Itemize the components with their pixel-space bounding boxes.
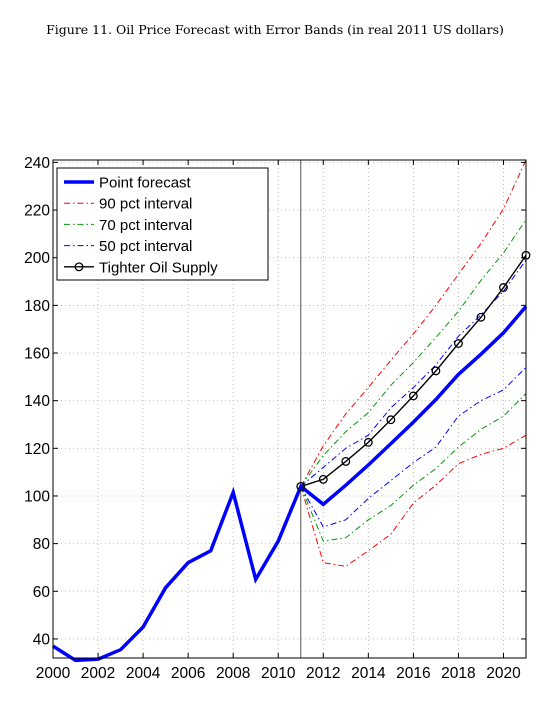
x-tick-label: 2002 (81, 665, 115, 682)
series-marker (386, 415, 396, 425)
legend: Point forecast 90 pct interval 70 pct inte… (56, 167, 269, 281)
x-tick-label: 2010 (261, 665, 296, 682)
legend-label: 70 pct interval (99, 217, 192, 234)
series-line-upper (300, 219, 527, 487)
series-line-upper (300, 159, 527, 487)
x-tick-label: 2016 (396, 665, 430, 682)
series-marker (318, 474, 328, 484)
axes: 2000 2002 2004 2006 2008 2010 2012 2014 2016 2018… (24, 155, 527, 682)
y-tick-label: 200 (24, 250, 50, 267)
series-marker (408, 391, 418, 401)
x-tick-label: 2006 (171, 665, 205, 682)
y-tick-label: 80 (33, 536, 51, 553)
x-tick-label: 2004 (126, 665, 161, 682)
series-line-lower (300, 393, 527, 542)
x-tick-label: 2000 (36, 665, 71, 682)
figure-caption: Figure 11. Oil Price Forecast with Error… (46, 22, 504, 37)
legend-label: 50 pct interval (99, 238, 192, 255)
y-tick-label: 220 (24, 203, 50, 220)
series-line-lower (300, 434, 527, 567)
x-tick-label: 2012 (306, 665, 340, 682)
series-marker (431, 366, 441, 376)
x-tick-label: 2020 (486, 665, 521, 682)
y-tick-label: 160 (24, 346, 50, 363)
grid (52, 160, 526, 658)
series-layer (52, 159, 531, 663)
series-line (52, 305, 528, 663)
series-marker (341, 456, 351, 466)
y-tick-label: 100 (24, 488, 50, 505)
x-tick-label: 2014 (351, 665, 386, 682)
series-marker (363, 437, 373, 447)
series-marker (499, 283, 508, 292)
legend-label: 90 pct interval (99, 196, 192, 213)
y-tick-label: 60 (33, 584, 51, 601)
legend-label: Point forecast (99, 175, 192, 192)
legend-label: Tighter Oil Supply (99, 259, 218, 276)
y-tick-label: 180 (24, 298, 50, 315)
series-marker (453, 339, 463, 348)
legend-marker (74, 262, 84, 272)
x-tick-label: 2008 (216, 665, 250, 682)
y-tick-label: 40 (33, 631, 51, 648)
y-tick-label: 240 (24, 155, 50, 172)
series-line (300, 254, 527, 488)
y-tick-label: 140 (24, 393, 50, 410)
plot-frame (52, 159, 527, 659)
series-line-lower (300, 366, 527, 528)
x-tick-label: 2018 (441, 665, 475, 682)
series-marker (296, 481, 306, 491)
series-marker (476, 312, 486, 322)
y-tick-label: 120 (24, 441, 50, 458)
